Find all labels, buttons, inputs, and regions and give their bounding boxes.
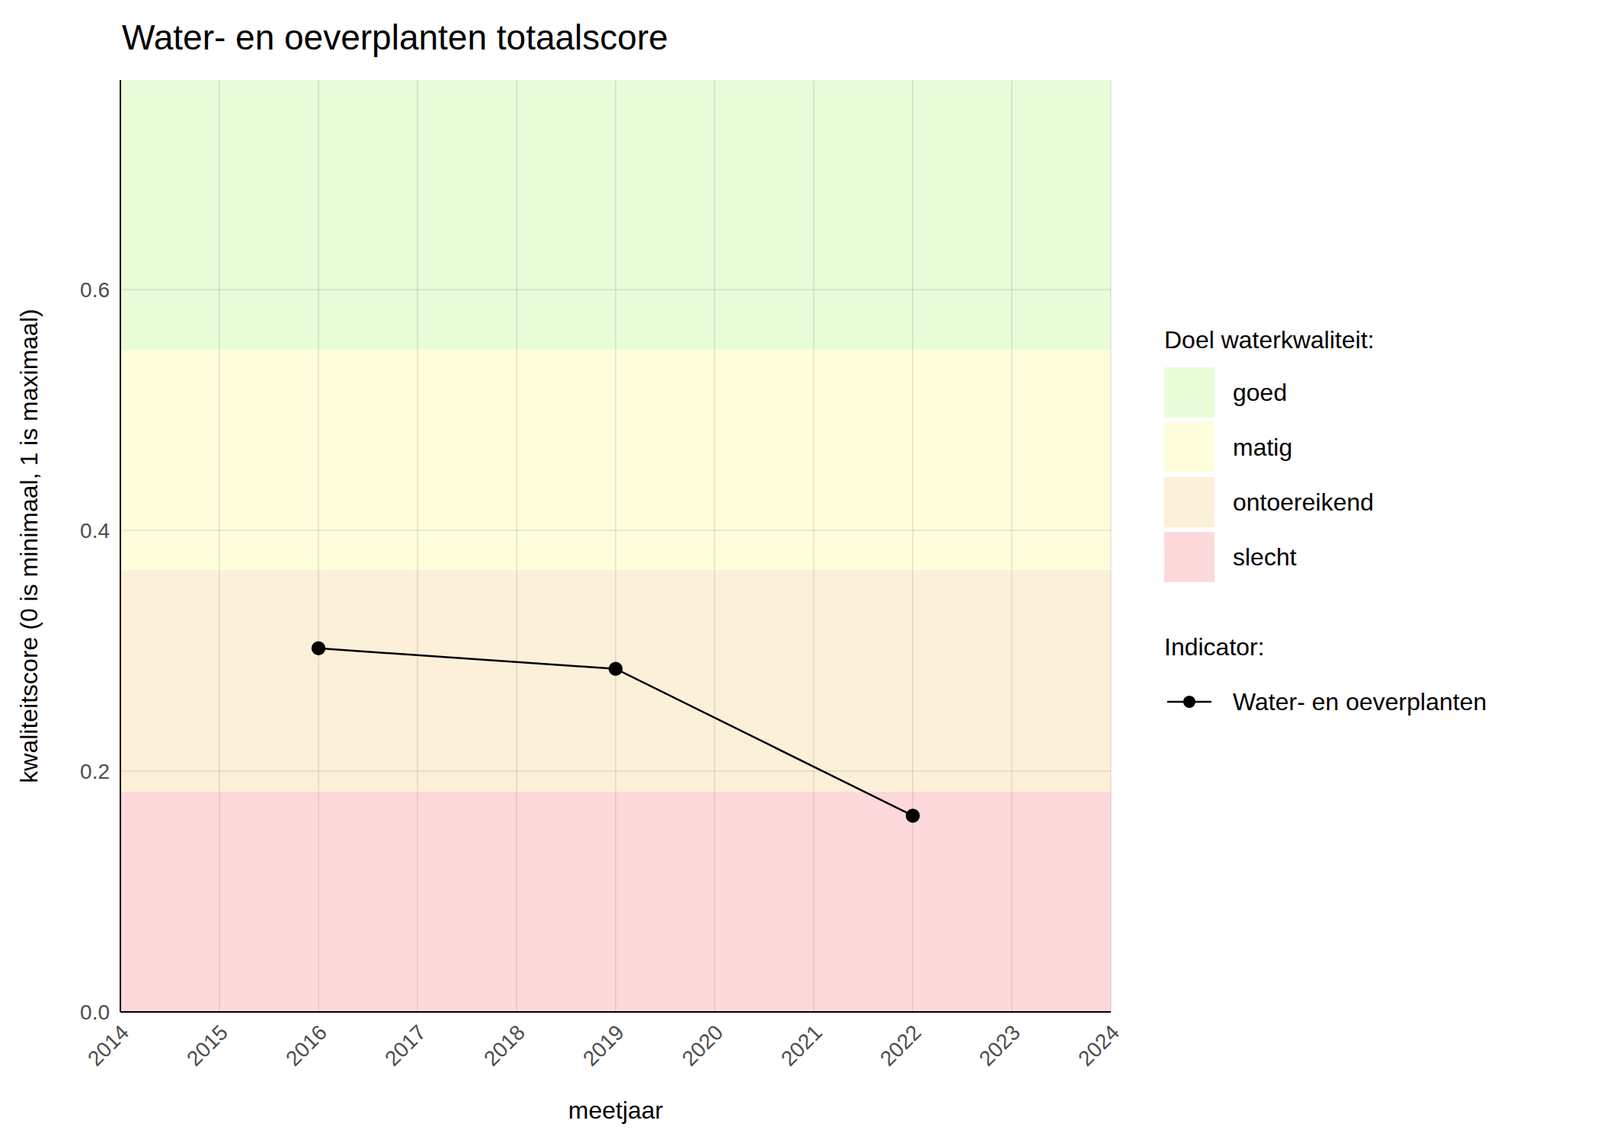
svg-text:2014: 2014 [83,1020,134,1071]
svg-text:0.6: 0.6 [80,278,110,302]
html-text:Water- en oeverplanten: Water- en oeverplanten [1232,687,1487,716]
html-text:Doel waterkwaliteit:: Doel waterkwaliteit: [1164,326,1375,354]
svg-text:kwaliteitscore (0 is minimaal,: kwaliteitscore (0 is minimaal, 1 is maxi… [15,308,43,783]
svg-text:2016: 2016 [281,1020,332,1071]
svg-text:2017: 2017 [380,1020,431,1071]
svg-text:2015: 2015 [182,1020,233,1071]
svg-text:2020: 2020 [677,1020,728,1071]
svg-text:2021: 2021 [776,1020,827,1071]
html-text:Indicator:: Indicator: [1164,633,1265,661]
html-text:slecht: slecht [1232,542,1297,571]
svg-text:meetjaar: meetjaar [568,1096,664,1124]
svg-text:0.2: 0.2 [80,759,110,784]
html-text:matig: matig [1232,433,1293,461]
html-text:Water- en oeverplanten totaals: Water- en oeverplanten totaalscore [121,17,669,58]
svg-text:0.4: 0.4 [80,518,110,543]
svg-text:2022: 2022 [875,1020,926,1071]
svg-text:2018: 2018 [479,1020,530,1071]
svg-text:0.0: 0.0 [80,1000,110,1024]
html-text:ontoereikend: ontoereikend [1232,488,1374,516]
html-text:goed: goed [1232,378,1288,406]
svg-text:2019: 2019 [578,1020,629,1071]
svg-text:2023: 2023 [974,1020,1025,1071]
svg-text:2024: 2024 [1073,1020,1124,1071]
